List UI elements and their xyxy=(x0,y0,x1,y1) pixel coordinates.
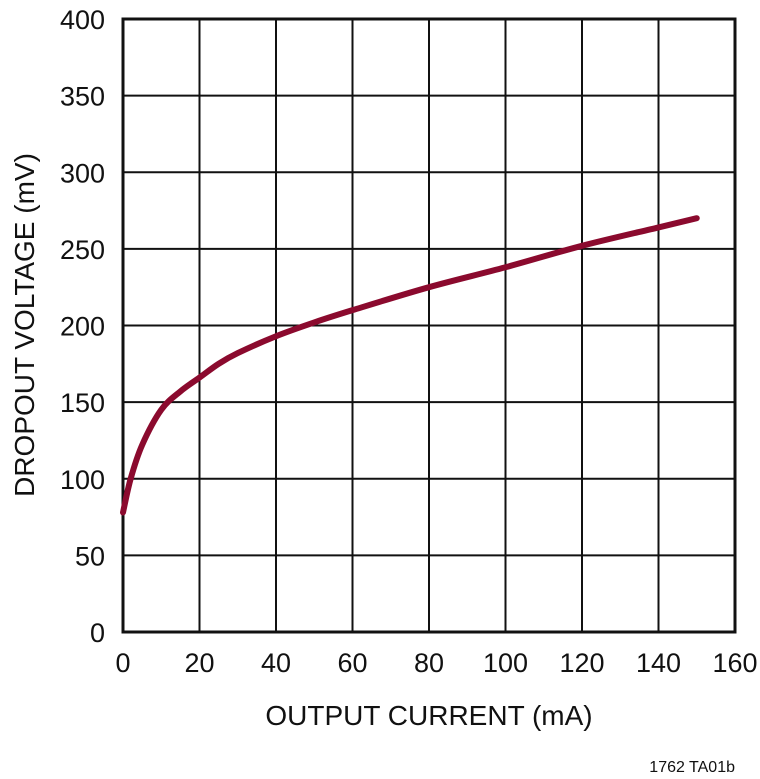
y-tick-label: 200 xyxy=(60,312,105,342)
x-tick-label: 80 xyxy=(414,648,444,678)
x-tick-label: 20 xyxy=(184,648,214,678)
y-axis-ticks: 0 50 100 150 200 250 300 350 400 xyxy=(60,5,105,648)
x-axis-ticks: 0 20 40 60 80 100 120 140 160 xyxy=(115,648,757,678)
y-tick-label: 250 xyxy=(60,235,105,265)
plot-frame xyxy=(121,17,737,634)
x-tick-label: 60 xyxy=(337,648,367,678)
x-tick-label: 120 xyxy=(559,648,604,678)
y-tick-label: 350 xyxy=(60,82,105,112)
y-axis-label: DROPOUT VOLTAGE (mV) xyxy=(9,153,40,497)
y-tick-label: 0 xyxy=(90,618,105,648)
x-tick-label: 160 xyxy=(712,648,757,678)
y-tick-label: 100 xyxy=(60,465,105,495)
x-axis-label: OUTPUT CURRENT (mA) xyxy=(265,700,592,731)
grid-lines xyxy=(122,18,736,633)
y-tick-label: 300 xyxy=(60,158,105,188)
x-tick-label: 100 xyxy=(483,648,528,678)
y-tick-label: 400 xyxy=(60,5,105,35)
x-tick-label: 40 xyxy=(261,648,291,678)
figure-id-note: 1762 TA01b xyxy=(649,759,735,776)
y-tick-label: 50 xyxy=(75,541,105,571)
x-tick-label: 140 xyxy=(636,648,681,678)
x-tick-label: 0 xyxy=(115,648,130,678)
y-tick-label: 150 xyxy=(60,388,105,418)
dropout-voltage-curve xyxy=(120,215,700,516)
